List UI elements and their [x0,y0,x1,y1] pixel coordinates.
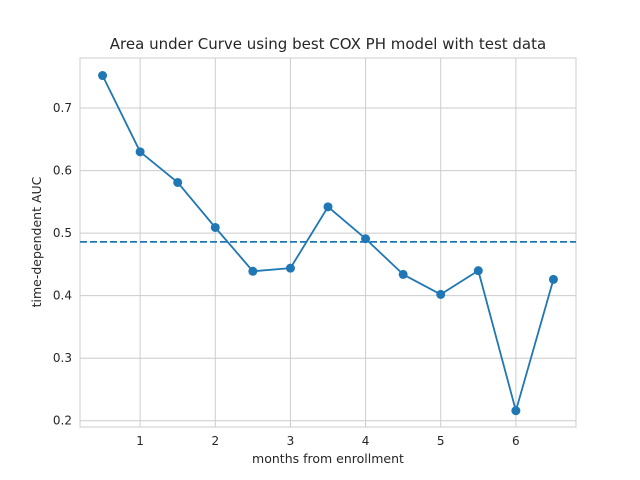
x-tick-label: 4 [362,434,370,448]
auc-data-point [361,234,371,244]
auc-data-point [548,274,558,284]
series-group [98,71,558,416]
auc-data-point [210,222,220,232]
auc-data-point [398,269,408,279]
x-axis-label: months from enrollment [252,451,404,466]
auc-data-point [248,266,258,276]
x-tick-labels: 1 2 3 4 5 6 [136,434,519,448]
y-tick-label: 0.3 [53,351,72,365]
x-tick-label: 6 [512,434,520,448]
x-tick-label: 2 [211,434,219,448]
auc-data-point [436,289,446,299]
y-tick-label: 0.2 [53,414,72,428]
x-tick-label: 5 [437,434,445,448]
auc-data-point [473,266,483,276]
auc-data-point [323,202,333,212]
y-tick-label: 0.6 [53,164,72,178]
auc-data-point [511,406,521,416]
y-tick-label: 0.7 [53,101,72,115]
chart-title: Area under Curve using best COX PH model… [110,35,546,53]
auc-data-point [98,71,108,81]
y-tick-label: 0.4 [53,289,72,303]
auc-data-point [173,177,183,187]
auc-data-point [135,147,145,157]
y-tick-labels: 0.2 0.3 0.4 0.5 0.6 0.7 [53,101,72,428]
auc-data-point [285,263,295,273]
auc-series-line [101,75,555,412]
y-tick-label: 0.5 [53,226,72,240]
y-axis-label: time-dependent AUC [29,176,44,307]
x-tick-label: 1 [136,434,144,448]
x-tick-label: 3 [287,434,295,448]
